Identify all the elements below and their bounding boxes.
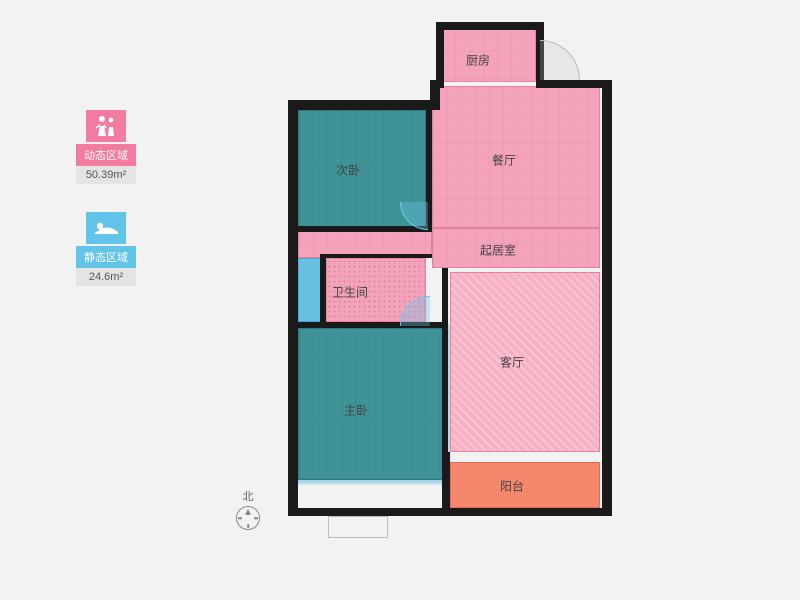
wall <box>288 100 440 110</box>
door-swing <box>400 202 428 230</box>
compass-label: 北 <box>236 488 260 504</box>
wall <box>442 452 450 516</box>
wall <box>536 80 610 88</box>
room-dining <box>432 86 600 228</box>
people-icon <box>86 110 126 142</box>
wall <box>436 22 540 30</box>
sleep-icon <box>86 212 126 244</box>
wall <box>288 508 450 516</box>
room-living_label <box>432 228 600 268</box>
door-swing <box>400 296 430 326</box>
room-master_bedroom <box>298 328 446 480</box>
legend-static-area: 24.6m² <box>76 268 136 286</box>
wall <box>442 508 612 516</box>
compass-icon <box>236 506 260 530</box>
door-arc <box>400 202 428 230</box>
legend-static: 静态区域 24.6m² <box>76 212 136 286</box>
wall <box>602 80 612 516</box>
wall <box>288 100 298 516</box>
legend-dynamic-label: 动态区域 <box>76 144 136 166</box>
door-swing <box>540 40 580 80</box>
door-arc <box>400 296 430 326</box>
legend-dynamic: 动态区域 50.39m² <box>76 110 136 184</box>
room-living_room <box>450 272 600 452</box>
room-kitchen <box>440 22 536 82</box>
room-balcony <box>450 462 600 508</box>
wall <box>320 254 326 324</box>
exterior-notch <box>328 516 388 538</box>
wall <box>442 268 448 454</box>
floorplan: 厨房次卧餐厅起居室卫生间主卧客厅阳台 <box>280 22 630 552</box>
legend-dynamic-area: 50.39m² <box>76 166 136 184</box>
door-arc <box>540 40 580 80</box>
legend-static-label: 静态区域 <box>76 246 136 268</box>
wall <box>436 22 444 86</box>
wall <box>320 254 432 258</box>
legend-panel: 动态区域 50.39m² 静态区域 24.6m² <box>76 110 136 314</box>
compass: 北 <box>236 488 260 530</box>
